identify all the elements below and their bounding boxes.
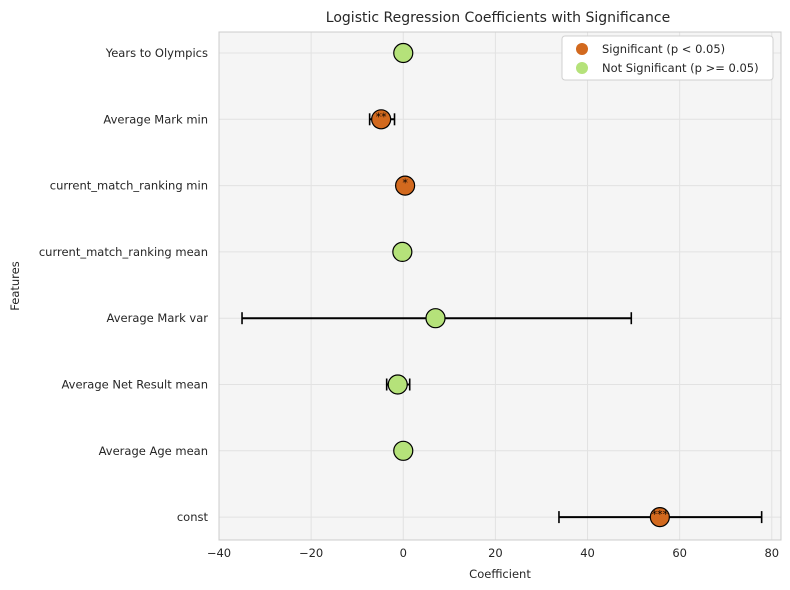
y-tick-label: const	[177, 510, 209, 524]
x-tick-label: 40	[580, 546, 595, 560]
legend-label: Significant (p < 0.05)	[602, 42, 725, 56]
legend-label: Not Significant (p >= 0.05)	[602, 61, 759, 75]
significance-stars: **	[376, 110, 388, 123]
x-tick-label: 60	[672, 546, 687, 560]
data-point	[395, 175, 416, 196]
y-tick-label: Average Age mean	[99, 444, 208, 458]
data-point	[649, 506, 670, 528]
y-tick-label: Average Mark min	[103, 112, 208, 126]
x-tick-label: 0	[400, 546, 407, 560]
x-tick-label: −20	[299, 546, 323, 560]
y-tick-label: Average Mark var	[107, 311, 209, 325]
data-point	[371, 109, 392, 130]
y-tick-label: Years to Olympics	[105, 46, 208, 60]
data-point	[393, 42, 414, 64]
y-tick-label: current_match_ranking mean	[39, 245, 208, 259]
x-axis-label: Coefficient	[469, 567, 531, 581]
significance-stars: ***	[652, 508, 669, 521]
legend: Significant (p < 0.05) Not Significant (p…	[561, 35, 774, 81]
data-point	[392, 241, 413, 262]
legend-marker	[576, 62, 588, 74]
y-tick-label: current_match_ranking min	[50, 179, 208, 193]
x-tick-label: 20	[488, 546, 503, 560]
y-tick-label: Average Net Result mean	[61, 378, 208, 392]
y-axis-label: Features	[8, 261, 22, 310]
data-point	[387, 374, 408, 395]
plot-area: −40 −20 0 20 40 60 80 Years to Olympics Average …	[39, 31, 782, 560]
plot-border	[218, 31, 782, 541]
plot-background	[219, 32, 781, 540]
legend-box	[561, 35, 774, 81]
chart-title: Logistic Regression Coefficients with Si…	[326, 10, 670, 26]
data-point	[425, 308, 446, 329]
significance-stars: *	[402, 177, 408, 190]
legend-marker	[576, 43, 588, 55]
x-tick-label: 80	[764, 546, 779, 560]
data-point	[393, 440, 414, 461]
x-tick-label: −40	[207, 546, 231, 560]
